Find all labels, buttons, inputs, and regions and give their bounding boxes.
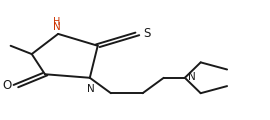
Text: S: S (143, 27, 150, 40)
Text: N: N (53, 22, 61, 33)
Text: N: N (188, 72, 196, 82)
Text: N: N (87, 84, 95, 94)
Text: O: O (2, 79, 11, 92)
Text: H: H (53, 17, 60, 27)
